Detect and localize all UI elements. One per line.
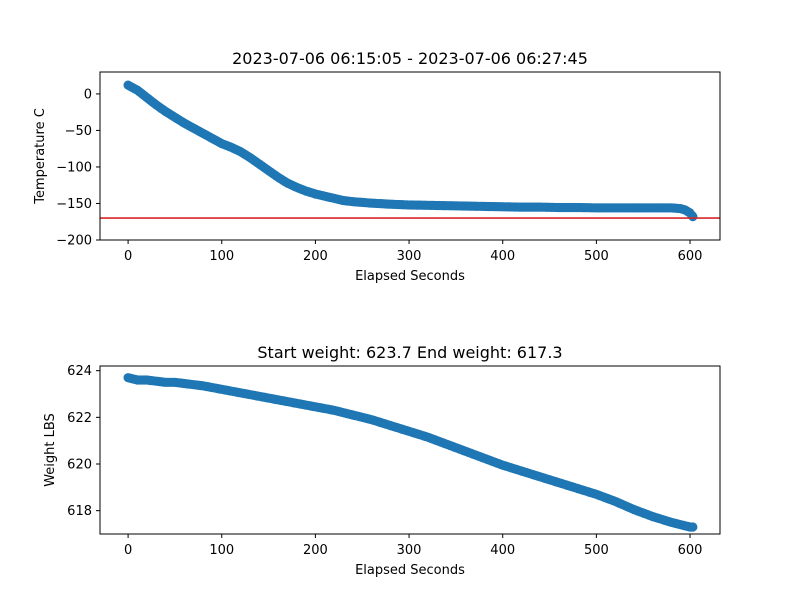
y-axis-label: Temperature C (33, 108, 48, 205)
x-tick-label: 400 (490, 249, 515, 264)
data-point (688, 212, 698, 222)
x-tick-label: 500 (584, 249, 609, 264)
x-axis-label: Elapsed Seconds (355, 269, 465, 284)
y-tick-label: −50 (65, 124, 92, 139)
y-tick-label: 624 (67, 364, 92, 379)
x-tick-label: 300 (397, 249, 422, 264)
y-tick-label: −150 (56, 197, 92, 212)
data-point (688, 522, 698, 532)
chart-title: 2023-07-06 06:15:05 - 2023-07-06 06:27:4… (232, 49, 588, 68)
y-tick-label: −200 (56, 234, 92, 249)
y-tick-label: −100 (56, 160, 92, 175)
axis-ticks: 0 100 200 300 400 500 600 618 620 622 624 (67, 364, 702, 558)
x-tick-label: 0 (124, 249, 132, 264)
x-tick-label: 200 (303, 249, 328, 264)
axis-ticks: 0 100 200 300 400 500 600 0 −50 −100 −150 −200 (56, 87, 702, 264)
plot-frame (99, 71, 721, 241)
plot-marks (100, 80, 720, 222)
x-tick-label: 500 (584, 543, 609, 558)
y-tick-label: 620 (67, 458, 92, 473)
x-tick-label: 0 (124, 543, 132, 558)
x-tick-label: 300 (397, 543, 422, 558)
x-tick-label: 600 (678, 249, 703, 264)
plot-frame (99, 365, 721, 535)
plot-marks (123, 373, 698, 532)
weight-plot: Start weight: 623.7 End weight: 617.3 El… (43, 343, 721, 578)
x-tick-label: 100 (209, 543, 234, 558)
y-tick-label: 622 (67, 411, 92, 426)
x-tick-label: 400 (490, 543, 515, 558)
y-tick-label: 618 (67, 504, 92, 519)
x-tick-label: 200 (303, 543, 328, 558)
x-axis-label: Elapsed Seconds (355, 563, 465, 578)
y-tick-label: 0 (84, 87, 92, 102)
y-axis-label: Weight LBS (43, 413, 58, 487)
x-tick-label: 100 (209, 249, 234, 264)
chart-title: Start weight: 623.7 End weight: 617.3 (257, 343, 562, 362)
temperature-plot: 2023-07-06 06:15:05 - 2023-07-06 06:27:4… (33, 49, 721, 284)
x-tick-label: 600 (678, 543, 703, 558)
